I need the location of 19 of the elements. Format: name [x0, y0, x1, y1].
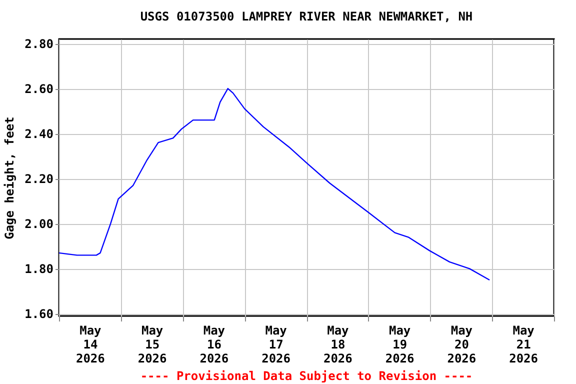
x-tick-label: May 16 2026: [200, 324, 229, 366]
y-tick-label: 1.80: [24, 262, 54, 276]
x-tick-label: May 19 2026: [385, 324, 414, 366]
y-tick-label: 2.80: [24, 37, 54, 52]
line-series: [59, 88, 490, 281]
x-tick-label: May 14 2026: [76, 324, 105, 366]
y-axis-title: Gage height, feet: [2, 116, 17, 240]
x-tick-label: May 18 2026: [323, 324, 352, 366]
y-tick-label: 2.40: [24, 127, 54, 142]
x-tick-label: May 17 2026: [262, 324, 291, 366]
x-tick-label: May 20 2026: [447, 324, 476, 366]
y-tick-label: 1.60: [24, 307, 54, 322]
y-tick-label: 2.00: [24, 217, 54, 232]
x-tick-label: May 15 2026: [138, 324, 167, 366]
chart-title: USGS 01073500 LAMPREY RIVER NEAR NEWMARKET, NH: [140, 10, 473, 24]
text: ---- Provisional Data Subject to Revision ----: [140, 369, 473, 383]
y-tick-label: 2.60: [24, 82, 54, 96]
x-tick-label: May 21 2026: [509, 324, 538, 366]
y-tick-label: 2.20: [24, 172, 54, 186]
